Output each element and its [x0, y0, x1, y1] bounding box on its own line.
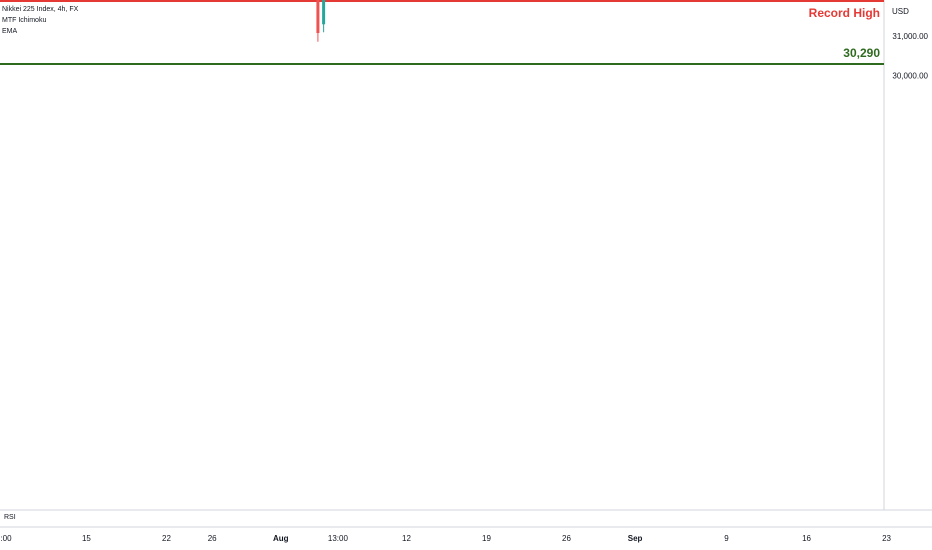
y-axis-ticks: 42,000.0041,000.0040,000.0039,000.0038,0…: [892, 0, 928, 81]
x-tick-label: :00: [0, 534, 12, 543]
candle-body: [322, 0, 326, 25]
candle-body: [316, 0, 320, 34]
x-tick-label: 26: [208, 534, 217, 543]
y-tick-label: 30,000.00: [892, 72, 928, 81]
symbol-title: Nikkei 225 Index, 4h, FX: [2, 6, 79, 13]
x-tick-label: 22: [162, 534, 171, 543]
x-tick-label: 23: [882, 534, 891, 543]
x-tick-label: 16: [802, 534, 811, 543]
x-tick-label: 26: [562, 534, 571, 543]
x-tick-label: 12: [402, 534, 411, 543]
ema-indicator-label[interactable]: EMA: [2, 28, 18, 35]
x-tick-label: 19: [482, 534, 491, 543]
x-axis-ticks: :00 15 22 26 Aug 13:00 12 19 26 Sep 9 16 23: [0, 534, 891, 543]
price-axis: [884, 0, 932, 550]
y-tick-label: 31,000.00: [892, 32, 928, 41]
support-label-30290: 30,290: [843, 46, 880, 60]
candles: [316, 0, 326, 42]
record-high-label: Record High: [809, 6, 880, 20]
chart-legend: Nikkei 225 Index, 4h, FX MTF Ichimoku EM…: [2, 4, 78, 37]
x-tick-label: Sep: [628, 534, 643, 543]
x-tick-label: Aug: [273, 534, 289, 543]
x-tick-label: 13:00: [328, 534, 349, 543]
rsi-pane-label: RSI: [4, 514, 16, 521]
y-tick-label: 32,000.00: [892, 0, 928, 1]
x-tick-label: 9: [724, 534, 729, 543]
x-tick-label: 15: [82, 534, 91, 543]
ichimoku-indicator-label[interactable]: MTF Ichimoku: [2, 17, 47, 24]
currency-label: USD: [892, 7, 909, 16]
